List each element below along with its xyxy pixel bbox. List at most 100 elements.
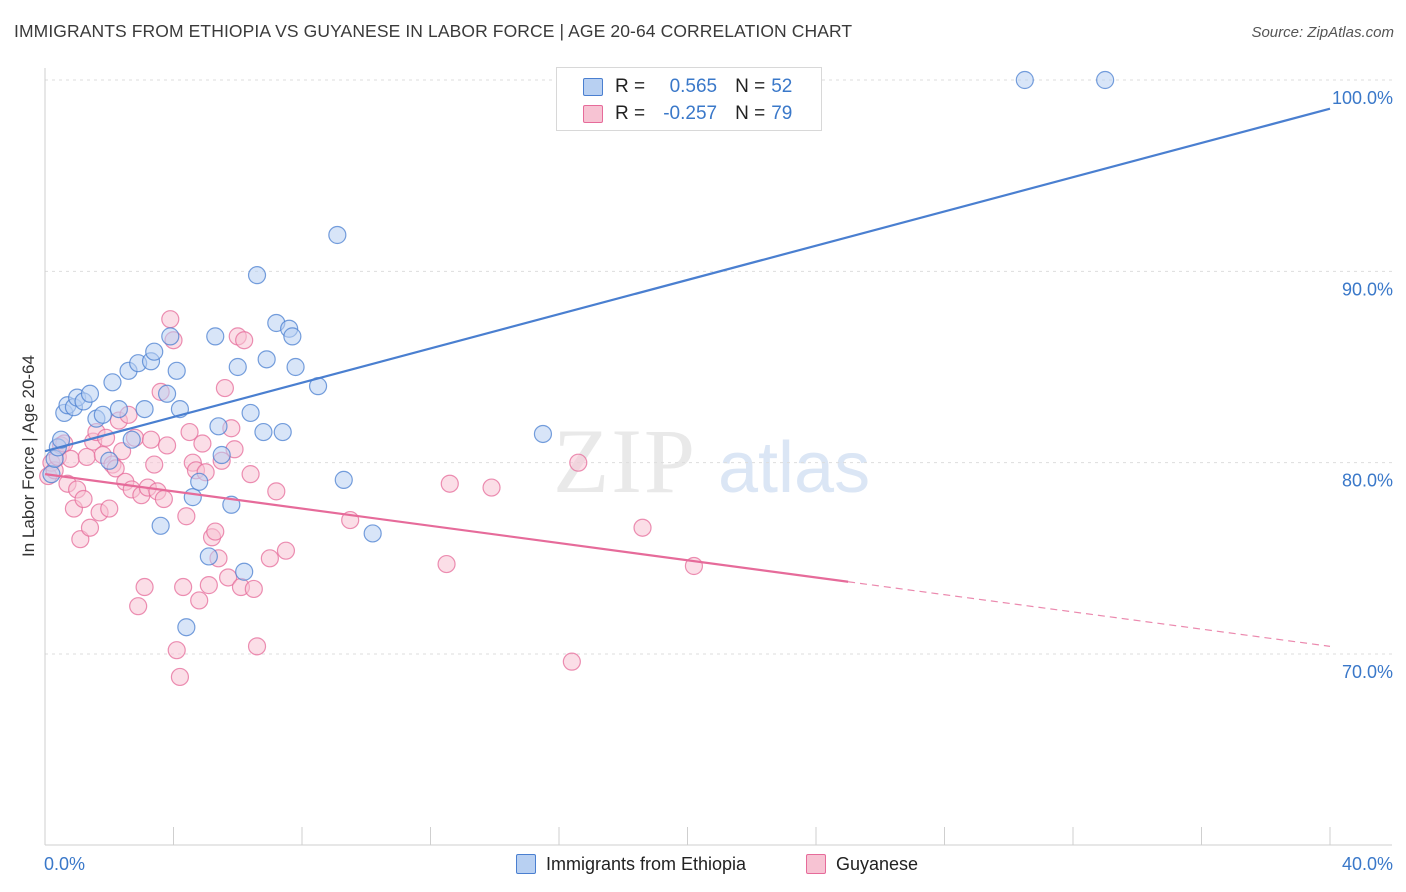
data-point-guyanese bbox=[562, 652, 581, 671]
data-point-ethiopia bbox=[109, 399, 128, 419]
y-tick-label: 70.0% bbox=[1342, 662, 1393, 682]
data-point-guyanese bbox=[167, 641, 186, 660]
data-point-ethiopia bbox=[283, 327, 302, 346]
legend-label-ethiopia: Immigrants from Ethiopia bbox=[546, 853, 747, 874]
data-point-guyanese bbox=[206, 522, 225, 541]
data-point-guyanese bbox=[199, 576, 218, 595]
r-value: -0.257 bbox=[663, 103, 718, 124]
trend-line-guyanese bbox=[44, 473, 849, 583]
data-point-ethiopia bbox=[103, 373, 122, 392]
data-point-ethiopia bbox=[241, 403, 260, 423]
data-point-ethiopia bbox=[212, 445, 231, 465]
data-point-ethiopia bbox=[145, 342, 164, 361]
data-point-ethiopia bbox=[1015, 70, 1034, 90]
data-point-guyanese bbox=[235, 331, 254, 350]
data-point-guyanese bbox=[74, 489, 93, 509]
data-point-guyanese bbox=[157, 436, 177, 455]
r-value: 0.565 bbox=[669, 76, 718, 97]
data-point-guyanese bbox=[260, 549, 279, 568]
data-point-guyanese bbox=[241, 465, 260, 484]
data-point-ethiopia bbox=[228, 357, 247, 377]
r-label: R = bbox=[615, 103, 646, 124]
chart-title: IMMIGRANTS FROM ETHIOPIA VS GUYANESE IN … bbox=[14, 21, 853, 41]
data-point-ethiopia bbox=[286, 357, 305, 377]
stats-legend-row-ethiopia: R = 0.565 N = 52 bbox=[557, 74, 792, 100]
data-point-ethiopia bbox=[177, 618, 196, 637]
data-point-ethiopia bbox=[247, 266, 267, 285]
data-point-guyanese bbox=[180, 422, 199, 442]
data-point-guyanese bbox=[170, 667, 190, 687]
data-point-ethiopia bbox=[190, 472, 209, 491]
trend-line-ethiopia bbox=[44, 107, 1331, 453]
data-point-guyanese bbox=[129, 597, 148, 616]
data-point-ethiopia bbox=[157, 384, 177, 403]
y-tick-label: 80.0% bbox=[1342, 471, 1393, 491]
data-point-ethiopia bbox=[235, 562, 254, 581]
data-point-guyanese bbox=[219, 568, 238, 587]
data-point-guyanese bbox=[267, 482, 286, 501]
data-point-guyanese bbox=[145, 455, 164, 474]
data-point-ethiopia bbox=[363, 524, 382, 543]
chart-source: Source: ZipAtlas.com bbox=[1251, 24, 1394, 41]
data-point-ethiopia bbox=[161, 327, 180, 346]
data-point-guyanese bbox=[215, 378, 234, 398]
n-value: 52 bbox=[771, 76, 793, 97]
r-label: R = bbox=[615, 76, 646, 97]
data-point-ethiopia bbox=[1096, 70, 1115, 90]
data-point-guyanese bbox=[569, 453, 588, 472]
data-point-guyanese bbox=[154, 489, 173, 509]
stats-legend: R = 0.565 N = 52 R = -0.257 N = 79 bbox=[556, 67, 822, 131]
legend-item-guyanese: Guyanese bbox=[806, 852, 918, 876]
data-point-guyanese bbox=[244, 579, 263, 599]
data-point-guyanese bbox=[440, 474, 459, 493]
data-point-ethiopia bbox=[273, 422, 292, 442]
data-point-ethiopia bbox=[100, 451, 119, 470]
data-point-guyanese bbox=[247, 637, 267, 656]
data-point-ethiopia bbox=[135, 399, 154, 419]
legend-swatch-guyanese bbox=[806, 854, 826, 874]
data-point-ethiopia bbox=[199, 547, 218, 566]
watermark: ZIP atlas bbox=[553, 410, 870, 512]
data-point-ethiopia bbox=[93, 405, 112, 424]
data-point-guyanese bbox=[135, 577, 154, 597]
y-axis-label: In Labor Force | Age 20-64 bbox=[19, 355, 38, 557]
data-point-ethiopia bbox=[328, 225, 347, 245]
trend-line-guyanese-extension bbox=[848, 581, 1331, 647]
data-point-guyanese bbox=[141, 430, 161, 449]
legend-swatch-ethiopia bbox=[516, 854, 536, 874]
data-point-ethiopia bbox=[257, 350, 276, 369]
data-point-guyanese bbox=[100, 499, 119, 518]
data-point-ethiopia bbox=[206, 327, 225, 346]
y-tick-label: 90.0% bbox=[1342, 279, 1393, 299]
data-point-ethiopia bbox=[254, 422, 273, 442]
stats-legend-row-guyanese: R = -0.257 N = 79 bbox=[557, 101, 792, 127]
data-point-guyanese bbox=[96, 428, 116, 447]
tick-labels: 70.0% 80.0% 90.0% 100.0% 0.0% 40.0% bbox=[44, 88, 1393, 874]
data-point-ethiopia bbox=[151, 516, 170, 535]
data-point-ethiopia bbox=[334, 470, 353, 489]
data-point-ethiopia bbox=[167, 361, 186, 380]
legend-item-ethiopia: Immigrants from Ethiopia bbox=[516, 852, 746, 876]
swatch-guyanese bbox=[583, 105, 603, 123]
data-point-ethiopia bbox=[80, 384, 100, 403]
data-point-guyanese bbox=[177, 507, 196, 526]
data-point-guyanese bbox=[77, 447, 96, 467]
data-point-guyanese bbox=[161, 310, 180, 329]
data-point-ethiopia bbox=[533, 424, 553, 444]
swatch-ethiopia bbox=[583, 78, 603, 96]
data-point-ethiopia bbox=[209, 417, 228, 436]
data-point-ethiopia bbox=[51, 430, 71, 449]
series-ethiopia-points bbox=[42, 70, 1115, 637]
data-point-guyanese bbox=[482, 478, 501, 497]
data-point-ethiopia bbox=[183, 488, 202, 507]
trend-lines bbox=[44, 107, 1331, 647]
x-tick-label: 40.0% bbox=[1342, 854, 1393, 874]
n-value: 79 bbox=[771, 103, 793, 124]
data-point-guyanese bbox=[437, 554, 456, 574]
data-point-guyanese bbox=[190, 591, 209, 610]
data-point-guyanese bbox=[80, 518, 100, 537]
data-point-ethiopia bbox=[122, 430, 141, 449]
x-tick-label: 0.0% bbox=[44, 854, 85, 874]
y-tick-label: 100.0% bbox=[1332, 88, 1393, 108]
